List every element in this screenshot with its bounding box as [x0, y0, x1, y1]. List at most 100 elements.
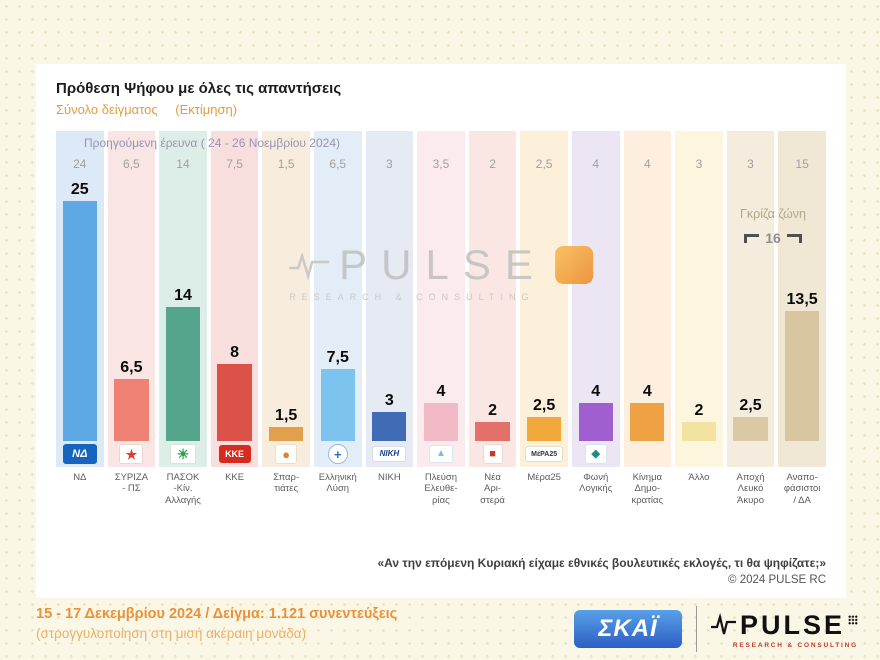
pasok-logo: ☀ — [169, 444, 196, 464]
previous-value-plefsi-eleftherias: 3,5 — [432, 157, 450, 171]
pulse-logo-text: PULSE — [739, 609, 845, 640]
previous-value-nea-aristera: 2 — [489, 157, 496, 171]
mera25-logo: ΜέΡΑ25 — [525, 446, 564, 462]
logo-row-pasok: ☀ — [159, 441, 207, 467]
previous-value-elliniki-lysi: 6,5 — [329, 157, 347, 171]
pulse-logo: PULSE RESEARCH & CONSULTING — [710, 609, 858, 649]
bar-nd — [62, 201, 97, 441]
bar-area-nea-aristera: 2 — [469, 177, 517, 441]
previous-value-kke: 7,5 — [226, 157, 243, 171]
bar-spartiates — [269, 426, 304, 441]
bar-pasok — [165, 306, 201, 441]
party-label-plefsi-eleftherias: Πλεύση Ελευθε- ρίας — [424, 472, 458, 506]
chart-area: Προηγούμενη έρευνα ( 24 - 26 Νοεμβρίου 2… — [56, 131, 826, 506]
bar-area-mera25: 2,5 — [520, 177, 568, 441]
plefsi-eleftherias-logo: ▲ — [428, 445, 453, 463]
bar-mera25 — [527, 417, 562, 441]
pulse-logo-subtext: RESEARCH & CONSULTING — [732, 641, 858, 649]
nd-logo: ΝΔ — [62, 444, 97, 464]
party-label-pasok: ΠΑΣΟΚ -Κίν. Αλλαγής — [165, 472, 201, 506]
bar-value-elliniki-lysi: 7,5 — [326, 349, 349, 366]
bar-area-syriza: 6,5 — [108, 177, 156, 441]
foni-logikis-logo: ◆ — [584, 444, 607, 464]
party-column-syriza: 6,5 6,5 ★ — [107, 131, 156, 467]
party-column-apochi-leuko-akyro: 3 2,5 — [726, 131, 775, 467]
party-label-kke: ΚΚΕ — [225, 472, 245, 483]
logo-row-apochi-leuko-akyro — [727, 441, 775, 467]
bar-nea-aristera — [475, 421, 510, 441]
party-column-foni-logikis: 4 4 ◆ — [571, 131, 620, 467]
party-column-nea-aristera: 2 2 ■ — [468, 131, 517, 467]
kke-logo: ΚΚΕ — [218, 445, 251, 463]
logo-row-elliniki-lysi: + — [314, 441, 362, 467]
party-column-nd: 24 25 ΝΔ — [56, 131, 104, 467]
bar-area-niki: 3 — [366, 177, 414, 441]
bar-value-allo: 2 — [694, 401, 704, 419]
previous-value-syriza: 6,5 — [123, 157, 140, 171]
footer-survey-info: 15 - 17 Δεκεμβρίου 2024 / Δείγμα: 1.121 … — [36, 606, 397, 641]
rounding-note: (στρογγυλοποίηση στη μισή ακέραιη μονάδα… — [36, 626, 307, 641]
previous-value-apochi-leuko-akyro: 3 — [747, 157, 754, 171]
bar-niki — [372, 412, 407, 441]
party-label-apochi-leuko-akyro: Αποχή Λευκό Άκυρο — [736, 472, 765, 506]
party-label-spartiates: Σπαρ- τιάτες — [273, 472, 300, 495]
bar-value-pasok: 14 — [174, 286, 192, 304]
bar-plefsi-eleftherias — [423, 402, 459, 441]
logo-row-allo — [675, 441, 723, 467]
logo-row-nea-aristera: ■ — [469, 441, 517, 467]
party-label-mera25: Μέρα25 — [527, 472, 561, 483]
party-column-niki: 3 3 ΝΙΚΗ — [365, 131, 414, 467]
logo-row-syriza: ★ — [108, 441, 156, 467]
bracket-right-icon — [786, 234, 802, 243]
grey-zone-label: Γκρίζα ζώνη — [739, 207, 807, 221]
bar-syriza — [114, 378, 149, 441]
bar-area-pasok: 14 — [159, 177, 207, 441]
bar-foni-logikis — [578, 402, 613, 441]
party-column-elliniki-lysi: 6,5 7,5 + — [313, 131, 362, 467]
party-label-elliniki-lysi: Ελληνική Λύση — [318, 472, 357, 495]
logo-row-niki: ΝΙΚΗ — [366, 441, 414, 467]
bar-area-spartiates: 1,5 — [262, 177, 310, 441]
party-column-plefsi-eleftherias: 3,5 4 ▲ — [417, 131, 465, 467]
subtitle-sample-label: Σύνολο δείγματος — [56, 102, 158, 117]
bar-area-apochi-leuko-akyro: 2,5 — [727, 177, 775, 441]
poll-chart-card: Πρόθεση Ψήφου με όλες τις απαντήσεις Σύν… — [36, 64, 846, 598]
logo-row-foni-logikis: ◆ — [572, 441, 620, 467]
skai-logo: ΣΚΑΪ — [573, 610, 682, 648]
survey-dates-sample: 15 - 17 Δεκεμβρίου 2024 / Δείγμα: 1.121 … — [36, 606, 398, 622]
party-column-kke: 7,5 8 ΚΚΕ — [210, 131, 259, 467]
party-label-allo: Άλλο — [688, 472, 710, 483]
party-column-mera25: 2,5 2,5 ΜέΡΑ25 — [520, 131, 568, 467]
previous-value-kinima-dimokratias: 4 — [643, 157, 651, 171]
pulse-logo-row: PULSE — [710, 609, 858, 641]
chart-subtitle: Σύνολο δείγματος (Εκτίμηση) — [56, 102, 826, 117]
bar-area-kinima-dimokratias: 4 — [624, 177, 672, 441]
pulse-dot-grid-icon — [848, 614, 858, 625]
bar-value-mera25: 2,5 — [533, 397, 556, 414]
party-label-foni-logikis: Φωνή Λογικής — [579, 472, 613, 495]
bar-value-niki: 3 — [384, 392, 394, 410]
logo-row-nd: ΝΔ — [56, 441, 104, 467]
bar-apochi-leuko-akyro — [733, 417, 768, 441]
previous-survey-label: Προηγούμενη έρευνα ( 24 - 26 Νοεμβρίου 2… — [84, 136, 340, 150]
bar-value-foni-logikis: 4 — [591, 382, 601, 400]
party-label-niki: ΝΙΚΗ — [378, 472, 401, 483]
previous-value-niki: 3 — [386, 157, 393, 171]
previous-value-nd: 24 — [73, 157, 87, 171]
bar-value-kinima-dimokratias: 4 — [642, 382, 652, 400]
logo-divider — [695, 606, 697, 652]
bar-value-apochi-leuko-akyro: 2,5 — [739, 397, 762, 414]
logo-row-spartiates: ● — [262, 441, 310, 467]
logo-row-mera25: ΜέΡΑ25 — [520, 441, 568, 467]
bar-elliniki-lysi — [320, 369, 355, 441]
pulse-zigzag-icon — [710, 613, 736, 635]
bar-kinima-dimokratias — [630, 402, 665, 441]
bar-columns: 24 25 ΝΔ 6,5 6,5 ★ 14 14 ☀ 7,5 8 ΚΚΕ 1,5 1,5 ● 6,5 7,5 +3… — [56, 131, 826, 467]
logo-row-kke: ΚΚΕ — [211, 441, 259, 467]
bar-value-plefsi-eleftherias: 4 — [436, 382, 446, 400]
grey-zone-annotation: Γκρίζα ζώνη 16 — [720, 207, 826, 246]
logo-row-kinima-dimokratias — [624, 441, 672, 467]
party-labels-row: ΝΔ ΣΥΡΙΖΑ - ΠΣ ΠΑΣΟΚ -Κίν. Αλλαγής ΚΚΕ Σπαρ-… — [56, 472, 826, 506]
bar-area-elliniki-lysi: 7,5 — [314, 177, 362, 441]
footer: 15 - 17 Δεκεμβρίου 2024 / Δείγμα: 1.121 … — [36, 606, 858, 652]
